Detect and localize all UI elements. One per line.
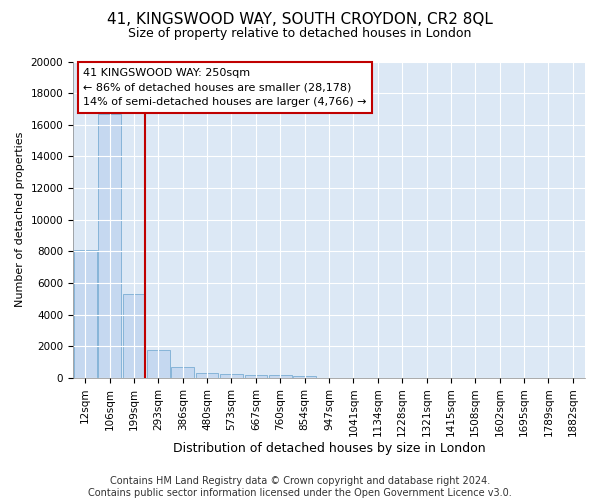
Y-axis label: Number of detached properties: Number of detached properties: [15, 132, 25, 308]
Bar: [220, 374, 243, 378]
Bar: [269, 376, 292, 378]
Bar: [147, 350, 170, 378]
Bar: [172, 367, 194, 378]
Text: 41 KINGSWOOD WAY: 250sqm
← 86% of detached houses are smaller (28,178)
14% of se: 41 KINGSWOOD WAY: 250sqm ← 86% of detach…: [83, 68, 367, 108]
Bar: [122, 294, 145, 378]
Bar: [245, 375, 267, 378]
X-axis label: Distribution of detached houses by size in London: Distribution of detached houses by size …: [173, 442, 485, 455]
Text: Size of property relative to detached houses in London: Size of property relative to detached ho…: [128, 28, 472, 40]
Bar: [196, 372, 218, 378]
Bar: [293, 376, 316, 378]
Text: Contains HM Land Registry data © Crown copyright and database right 2024.
Contai: Contains HM Land Registry data © Crown c…: [88, 476, 512, 498]
Bar: [98, 114, 121, 378]
Bar: [74, 250, 97, 378]
Text: 41, KINGSWOOD WAY, SOUTH CROYDON, CR2 8QL: 41, KINGSWOOD WAY, SOUTH CROYDON, CR2 8Q…: [107, 12, 493, 28]
